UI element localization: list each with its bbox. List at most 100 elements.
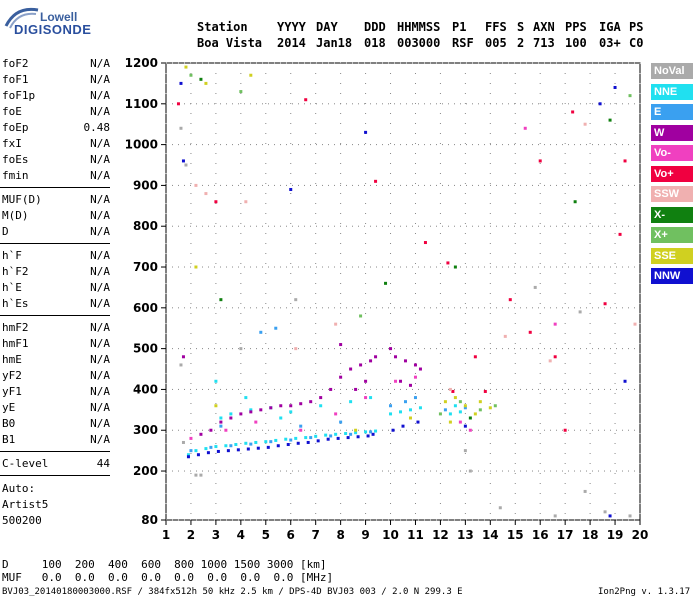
grid-dot xyxy=(376,307,377,309)
grid-dot xyxy=(622,144,623,146)
grid-dot xyxy=(418,388,419,390)
grid-dot xyxy=(315,503,317,504)
grid-dot xyxy=(489,143,491,144)
grid-dot xyxy=(388,307,389,309)
point-vo xyxy=(374,179,378,183)
grid-dot xyxy=(556,348,557,350)
grid-dot xyxy=(466,266,467,268)
grid-dot xyxy=(604,519,605,521)
grid-dot xyxy=(490,388,491,390)
grid-dot xyxy=(364,103,365,105)
grid-dot xyxy=(290,173,292,174)
grid-dot xyxy=(628,348,629,350)
point-nne xyxy=(453,404,457,408)
grid-dot xyxy=(564,303,566,304)
grid-dot xyxy=(256,348,257,350)
grid-dot xyxy=(390,303,392,304)
grid-dot xyxy=(514,453,516,454)
grid-dot xyxy=(514,143,516,144)
grid-dot xyxy=(280,348,281,350)
grid-dot xyxy=(580,388,581,390)
grid-dot xyxy=(382,388,383,390)
grid-dot xyxy=(215,383,217,384)
point-w xyxy=(403,359,407,363)
grid-dot xyxy=(439,423,441,424)
grid-dot xyxy=(538,144,539,146)
grid-dot xyxy=(184,470,185,472)
grid-dot xyxy=(448,388,449,390)
param-row: foF1p N/A xyxy=(2,89,110,103)
grid-dot xyxy=(250,519,251,521)
grid-dot xyxy=(208,519,209,521)
grid-dot xyxy=(265,133,267,134)
grid-dot xyxy=(340,483,342,484)
grid-dot xyxy=(340,103,341,105)
x-tick-label: 18 xyxy=(582,528,599,542)
grid-dot xyxy=(190,333,192,334)
grid-dot xyxy=(298,307,299,309)
grid-dot xyxy=(634,429,635,431)
grid-dot xyxy=(265,183,267,184)
grid-dot xyxy=(439,273,441,274)
grid-dot xyxy=(290,153,292,154)
grid-dot xyxy=(414,93,416,94)
grid-dot xyxy=(190,263,192,264)
grid-dot xyxy=(364,184,365,186)
grid-dot xyxy=(310,348,311,350)
grid-dot xyxy=(178,519,179,521)
grid-dot xyxy=(315,73,317,74)
grid-dot xyxy=(382,348,383,350)
grid-dot xyxy=(489,273,491,274)
grid-dot xyxy=(184,184,185,186)
grid-dot xyxy=(478,388,479,390)
grid-dot xyxy=(639,303,641,304)
grid-dot xyxy=(464,333,466,334)
header-label-1: YYYY xyxy=(277,20,306,34)
grid-dot xyxy=(436,225,437,227)
grid-dot xyxy=(414,163,416,164)
point-e xyxy=(249,442,253,446)
grid-dot xyxy=(316,519,317,521)
grid-dot xyxy=(544,225,545,227)
grid-dot xyxy=(290,353,292,354)
grid-dot xyxy=(489,493,491,494)
grid-dot xyxy=(390,353,392,354)
grid-dot xyxy=(370,266,371,268)
param-value: N/A xyxy=(90,401,110,414)
grid-dot xyxy=(226,62,227,64)
grid-dot xyxy=(562,184,563,186)
grid-dot xyxy=(639,113,641,114)
grid-dot xyxy=(265,123,267,124)
point-vo xyxy=(299,428,303,432)
grid-dot xyxy=(310,307,311,309)
grid-dot xyxy=(394,519,395,521)
grid-dot xyxy=(514,225,515,227)
grid-dot xyxy=(439,93,441,94)
grid-dot xyxy=(514,303,516,304)
grid-dot xyxy=(418,429,419,431)
grid-dot xyxy=(614,153,616,154)
grid-dot xyxy=(265,493,267,494)
grid-dot xyxy=(464,213,466,214)
grid-dot xyxy=(568,144,569,146)
grid-dot xyxy=(370,429,371,431)
point-e xyxy=(289,438,293,442)
grid-dot xyxy=(448,348,449,350)
grid-dot xyxy=(639,453,641,454)
grid-dot xyxy=(539,63,541,64)
grid-dot xyxy=(526,225,527,227)
grid-dot xyxy=(539,103,541,104)
grid-dot xyxy=(390,113,392,114)
grid-dot xyxy=(556,225,557,227)
grid-dot xyxy=(290,483,292,484)
grid-dot xyxy=(340,153,342,154)
grid-dot xyxy=(315,373,317,374)
grid-dot xyxy=(436,184,437,186)
grid-dot xyxy=(328,470,329,472)
grid-dot xyxy=(586,103,587,105)
grid-dot xyxy=(412,225,413,227)
grid-dot xyxy=(414,443,416,444)
point-w xyxy=(364,379,368,383)
grid-dot xyxy=(394,103,395,105)
grid-dot xyxy=(639,343,641,344)
